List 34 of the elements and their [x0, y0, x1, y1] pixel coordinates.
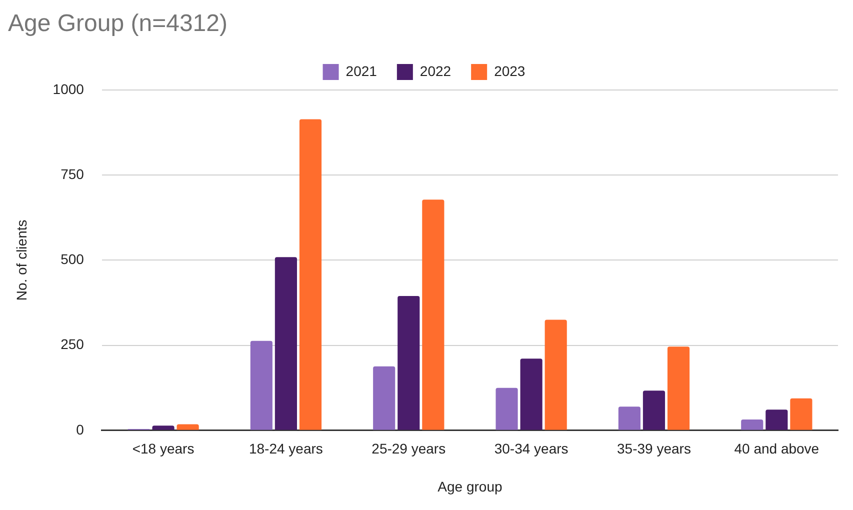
bar [520, 358, 542, 430]
x-tick-label: 25-29 years [372, 440, 446, 457]
bar [741, 420, 764, 430]
bar [176, 424, 199, 430]
bar [544, 320, 567, 430]
bar [618, 406, 640, 430]
y-tick-label: 750 [60, 166, 84, 182]
legend-label: 2023 [494, 62, 526, 79]
legend-label: 2022 [420, 62, 452, 79]
x-tick-label: 40 and above [734, 440, 820, 457]
legend-label: 2021 [346, 62, 378, 79]
x-tick-label: 35-39 years [617, 440, 691, 457]
bar [250, 340, 272, 430]
bar [790, 398, 812, 430]
bar [496, 388, 518, 430]
x-tick-label: 18-24 years [248, 440, 323, 457]
bar [766, 410, 788, 430]
y-tick-label: 250 [60, 336, 84, 352]
bar [398, 296, 420, 430]
chart-title: Age Group (n=4312) [8, 10, 228, 38]
y-tick-label: 500 [60, 251, 84, 268]
bar [299, 119, 322, 430]
x-tick-label: <18 years [132, 440, 194, 457]
bar [373, 366, 396, 430]
y-axis-title: No. of clients [13, 220, 30, 301]
x-tick-label: 30-34 years [494, 440, 568, 457]
bar [642, 390, 666, 430]
bar [422, 200, 444, 430]
y-tick-label: 0 [76, 421, 84, 438]
y-tick-label: 1000 [52, 80, 84, 97]
x-axis-title: Age group [438, 478, 502, 494]
bar [152, 426, 174, 430]
bar [667, 346, 690, 430]
bar [274, 257, 297, 430]
